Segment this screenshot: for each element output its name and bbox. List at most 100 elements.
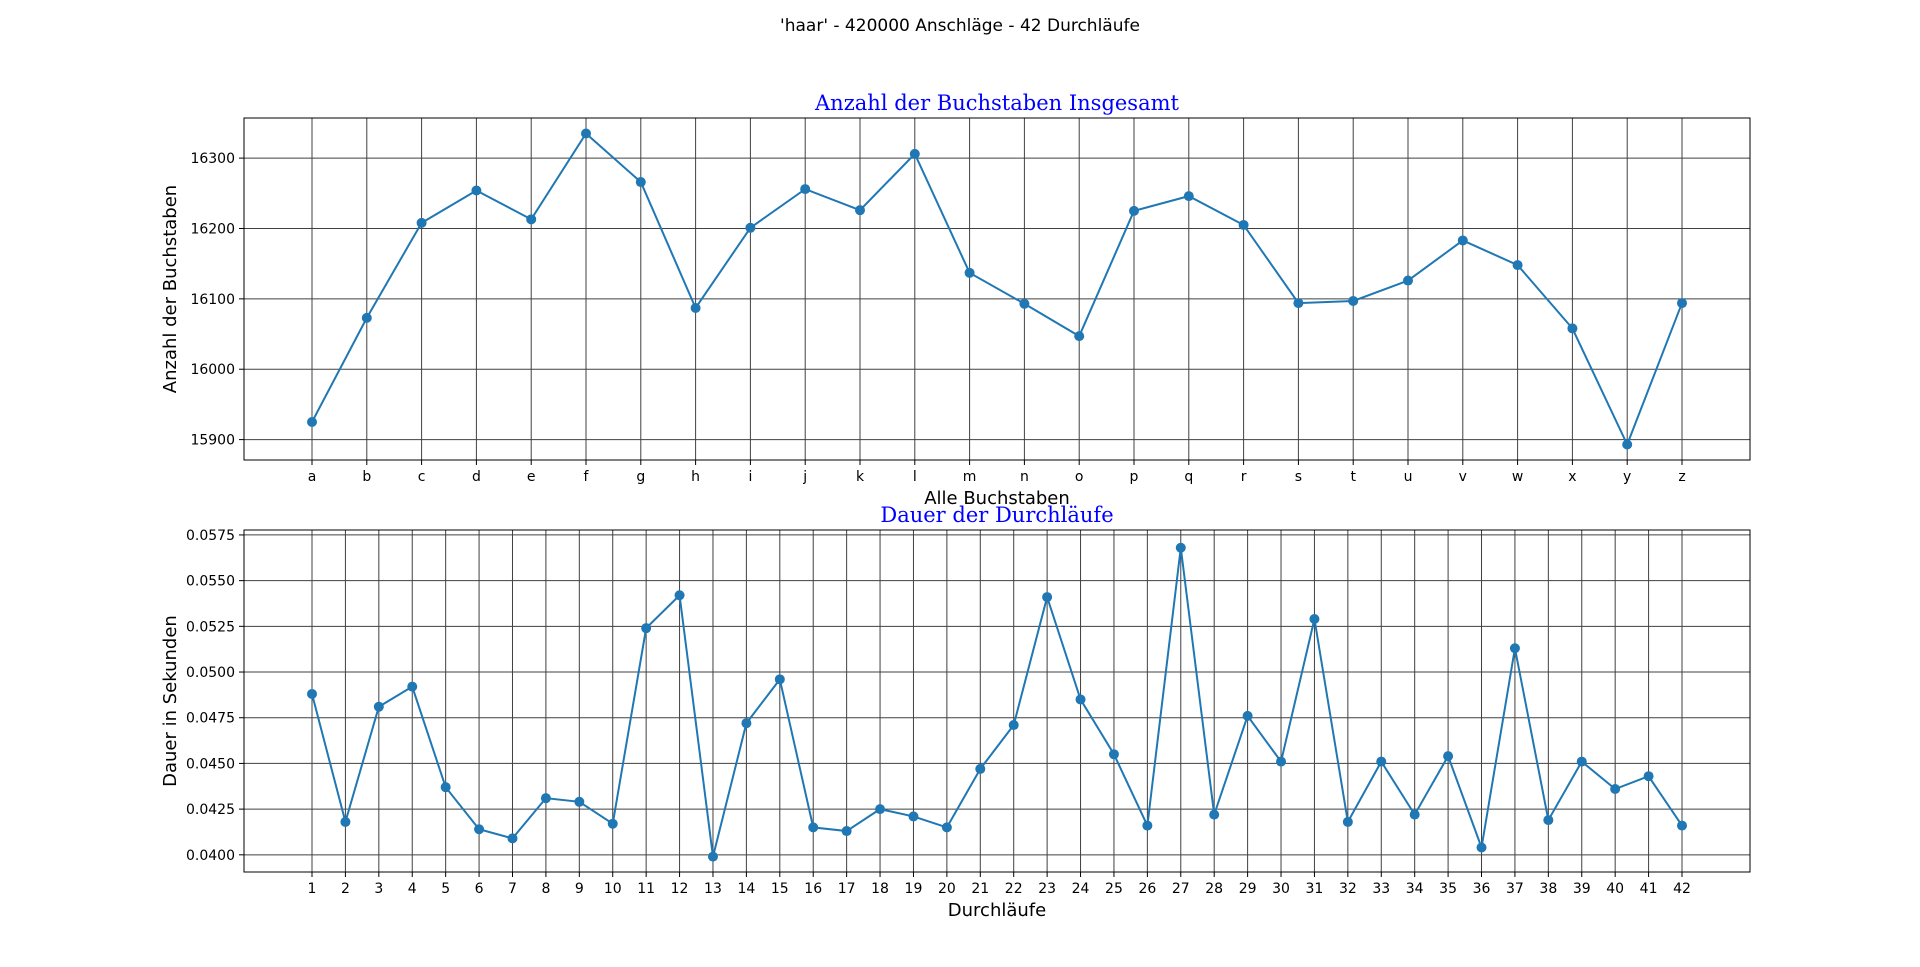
x-tick-label: 11 xyxy=(637,881,655,897)
y-tick-label: 0.0500 xyxy=(186,665,235,681)
data-point xyxy=(1610,784,1621,795)
data-point xyxy=(1376,756,1387,767)
x-tick-label: 13 xyxy=(704,881,722,897)
data-point xyxy=(1142,820,1153,831)
x-tick-label: 17 xyxy=(838,881,856,897)
data-point xyxy=(1677,820,1687,831)
x-tick-label: y xyxy=(1623,469,1631,485)
x-tick-label: 15 xyxy=(771,881,789,897)
y-axis-label: Anzahl der Buchstaben xyxy=(160,185,181,393)
x-tick-label: j xyxy=(802,469,807,485)
data-point xyxy=(635,177,646,188)
data-point xyxy=(574,796,585,807)
x-tick-label: 4 xyxy=(408,881,417,897)
data-point xyxy=(340,816,351,827)
data-point xyxy=(1543,815,1554,826)
x-tick-label: 19 xyxy=(905,881,923,897)
x-axis-label: Alle Buchstaben xyxy=(924,488,1070,509)
x-tick-label: 34 xyxy=(1406,881,1424,897)
data-point xyxy=(1238,219,1249,230)
y-tick-label: 16200 xyxy=(190,221,235,237)
x-tick-label: f xyxy=(584,469,590,485)
data-point xyxy=(841,826,852,837)
axes-frame xyxy=(243,529,1751,873)
data-point xyxy=(774,674,785,685)
x-tick-label: l xyxy=(913,469,917,485)
x-tick-label: 36 xyxy=(1473,881,1491,897)
y-tick-label: 16000 xyxy=(190,362,235,378)
x-tick-label: w xyxy=(1512,469,1523,485)
x-tick-label: 37 xyxy=(1506,881,1524,897)
data-point xyxy=(1276,756,1287,767)
y-tick-label: 16100 xyxy=(190,292,235,308)
data-point xyxy=(416,217,427,228)
x-tick-label: a xyxy=(308,469,317,485)
x-tick-label: 40 xyxy=(1606,881,1624,897)
x-tick-label: 6 xyxy=(475,881,484,897)
x-tick-label: r xyxy=(1241,469,1247,485)
data-point xyxy=(307,688,317,699)
data-point xyxy=(1019,298,1030,309)
chart-title: Anzahl der Buchstaben Insgesamt xyxy=(814,91,1180,115)
data-point xyxy=(741,718,752,729)
data-point xyxy=(1075,694,1086,705)
data-point xyxy=(526,214,537,225)
data-point xyxy=(1209,809,1220,820)
data-point xyxy=(1342,816,1353,827)
data-point xyxy=(875,804,886,815)
data-point xyxy=(440,782,451,793)
data-point xyxy=(674,590,685,601)
y-tick-label: 0.0525 xyxy=(186,619,235,635)
y-tick-label: 16300 xyxy=(190,151,235,167)
x-tick-label: 10 xyxy=(604,881,622,897)
x-tick-label: 39 xyxy=(1573,881,1591,897)
data-point xyxy=(641,623,652,634)
data-point xyxy=(1622,439,1633,450)
x-tick-label: b xyxy=(362,469,371,485)
x-tick-label: 25 xyxy=(1105,881,1123,897)
x-tick-label: o xyxy=(1075,469,1084,485)
series-line xyxy=(311,547,1683,857)
x-tick-label: 21 xyxy=(971,881,989,897)
data-point xyxy=(1677,298,1687,309)
data-point xyxy=(361,312,372,323)
series-line xyxy=(311,131,1683,448)
data-point xyxy=(1108,749,1119,760)
x-tick-label: 31 xyxy=(1306,881,1324,897)
y-tick-label: 0.0400 xyxy=(186,848,235,864)
data-point xyxy=(1403,275,1413,286)
x-tick-label: m xyxy=(963,469,977,485)
data-point xyxy=(1509,643,1520,654)
data-point xyxy=(407,681,418,692)
x-tick-label: 29 xyxy=(1239,881,1257,897)
x-tick-label: 41 xyxy=(1640,881,1658,897)
data-point xyxy=(808,822,819,833)
x-tick-label: 18 xyxy=(871,881,889,897)
x-tick-label: 14 xyxy=(737,881,755,897)
data-point xyxy=(975,763,986,774)
x-tick-label: 38 xyxy=(1539,881,1557,897)
x-tick-label: s xyxy=(1295,469,1302,485)
x-tick-label: 42 xyxy=(1673,881,1691,897)
x-tick-label: 16 xyxy=(804,881,822,897)
data-point xyxy=(471,185,482,196)
x-tick-label: i xyxy=(748,469,752,485)
y-tick-label: 0.0575 xyxy=(186,528,235,544)
x-tick-label: d xyxy=(472,469,481,485)
x-tick-label: 22 xyxy=(1005,881,1023,897)
x-tick-label: 30 xyxy=(1272,881,1290,897)
data-point xyxy=(1567,323,1578,334)
data-point xyxy=(581,128,591,139)
x-tick-label: v xyxy=(1459,469,1467,485)
x-tick-label: 32 xyxy=(1339,881,1357,897)
x-tick-label: 24 xyxy=(1072,881,1090,897)
data-point xyxy=(1175,542,1186,553)
x-tick-label: 2 xyxy=(341,881,350,897)
x-tick-label: t xyxy=(1350,469,1356,485)
x-tick-label: 9 xyxy=(575,881,584,897)
data-point xyxy=(1074,331,1085,342)
chart-2: 0.0400 0.0425 0.0450 0.0475 0.0500 0.0525 0.05… xyxy=(160,503,1751,921)
x-axis-label: Durchläufe xyxy=(948,900,1046,921)
